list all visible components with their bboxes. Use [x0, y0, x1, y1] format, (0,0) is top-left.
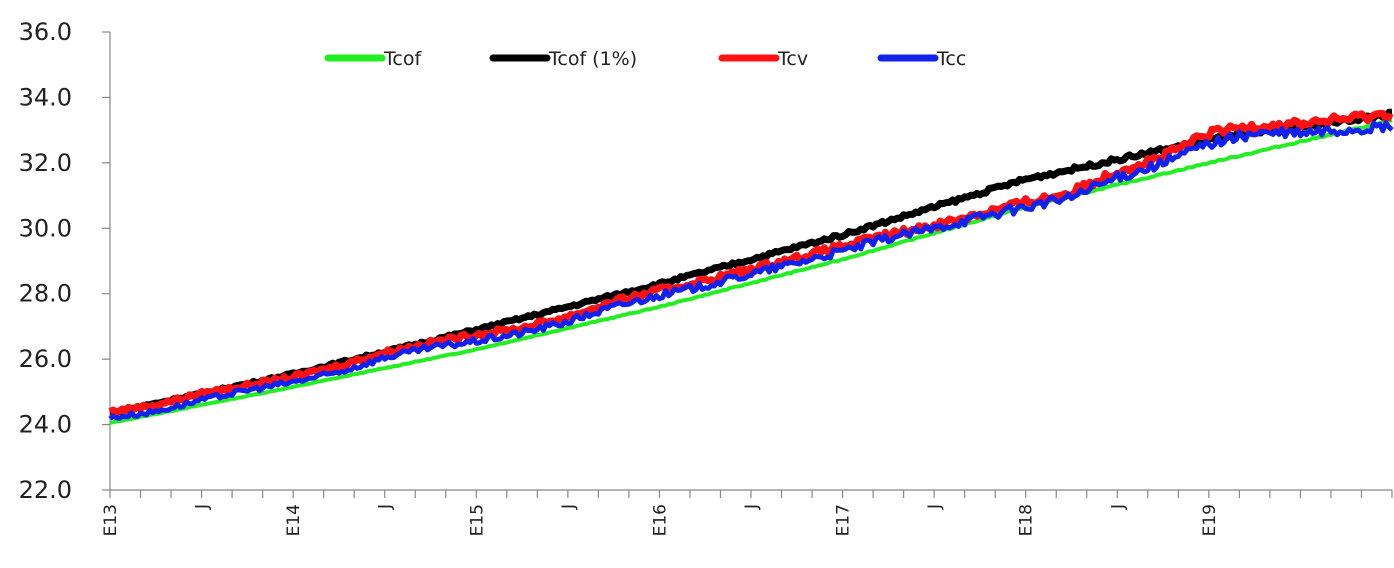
x-tick-label: J	[376, 504, 396, 510]
legend: Tcof Tcof (1%) Tcv Tcc	[324, 48, 966, 70]
x-tick-label: E13	[101, 504, 121, 536]
y-tick-label: 22.0	[19, 476, 72, 504]
x-tick-label: E17	[834, 504, 854, 536]
series-line-0	[109, 118, 1393, 425]
y-tick-label: 24.0	[19, 411, 72, 439]
x-tick-label: E14	[284, 504, 304, 536]
y-tick-label: 26.0	[19, 345, 72, 373]
y-tick-label: 30.0	[19, 214, 72, 242]
legend-label: Tcof	[383, 48, 422, 70]
x-tick-label: E15	[467, 504, 487, 536]
series-line-3	[108, 120, 1394, 421]
legend-label: Tcv	[777, 48, 808, 70]
x-tick-label: E18	[1017, 504, 1037, 536]
x-tick-label: J	[742, 504, 762, 510]
x-tick-label: J	[925, 504, 945, 510]
series-line-2	[108, 109, 1394, 416]
y-tick-label: 34.0	[19, 83, 72, 111]
y-tick-label: 36.0	[19, 18, 72, 46]
x-tick-label: J	[193, 504, 213, 510]
y-axis-ticks: 22.0 24.0 26.0 28.0 30.0 32.0 34.0 36.0	[19, 18, 110, 504]
series-lines	[108, 108, 1394, 425]
y-tick-label: 32.0	[19, 149, 72, 177]
legend-label: Tcof (1%)	[548, 48, 637, 70]
x-tick-label: E19	[1200, 504, 1220, 536]
x-tick-label: J	[559, 504, 579, 510]
series-line-1	[109, 108, 1393, 417]
legend-label: Tcc	[936, 48, 966, 70]
x-tick-label: J	[1108, 504, 1128, 510]
x-axis-ticks: E13 J E14 J E15 J E16 J E17 J E18 J E19	[101, 490, 1393, 536]
x-tick-label: E16	[650, 504, 670, 536]
y-tick-label: 28.0	[19, 280, 72, 308]
